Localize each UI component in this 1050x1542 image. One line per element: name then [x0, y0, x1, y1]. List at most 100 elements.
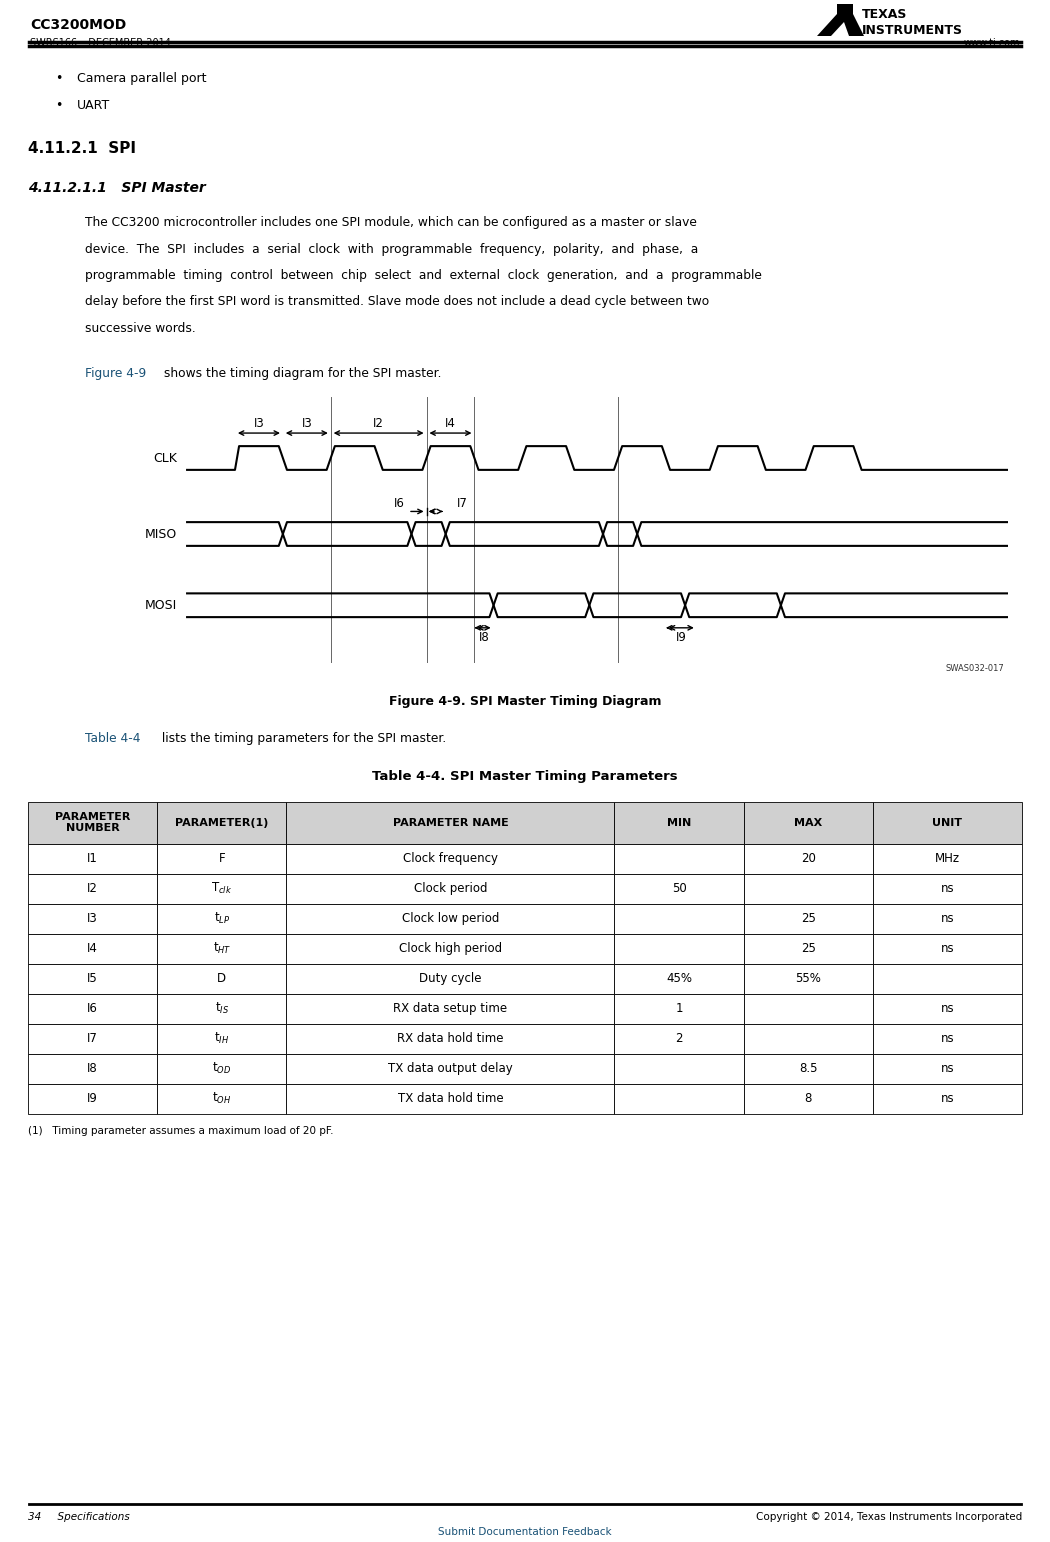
Text: ns: ns	[941, 1062, 954, 1075]
Text: I5: I5	[87, 971, 98, 985]
Text: INSTRUMENTS: INSTRUMENTS	[862, 25, 963, 37]
Text: PARAMETER(1): PARAMETER(1)	[175, 817, 269, 828]
Bar	[158, 993, 287, 1024]
Text: programmable  timing  control  between  chip  select  and  external  clock  gene: programmable timing control between chip…	[85, 268, 762, 282]
Text: TX data output delay: TX data output delay	[388, 1062, 512, 1075]
Text: ns: ns	[941, 911, 954, 925]
Text: 2: 2	[675, 1032, 682, 1045]
Bar	[287, 993, 614, 1024]
Text: Submit Documentation Feedback: Submit Documentation Feedback	[438, 1527, 612, 1537]
Bar	[873, 873, 1022, 904]
Bar	[614, 904, 743, 933]
Text: shows the timing diagram for the SPI master.: shows the timing diagram for the SPI mas…	[160, 367, 441, 379]
Text: I4: I4	[87, 942, 98, 954]
Bar	[158, 843, 287, 873]
Bar	[873, 1084, 1022, 1113]
Text: CLK: CLK	[153, 452, 176, 464]
Text: Clock low period: Clock low period	[402, 911, 499, 925]
Text: Copyright © 2014, Texas Instruments Incorporated: Copyright © 2014, Texas Instruments Inco…	[756, 1513, 1022, 1522]
Bar	[28, 843, 158, 873]
Text: 50: 50	[672, 882, 687, 894]
Bar	[614, 993, 743, 1024]
Bar	[873, 1053, 1022, 1084]
Bar	[743, 802, 873, 843]
Text: 8.5: 8.5	[799, 1062, 818, 1075]
Text: Figure 4-9. SPI Master Timing Diagram: Figure 4-9. SPI Master Timing Diagram	[388, 694, 662, 708]
Polygon shape	[817, 5, 864, 35]
Bar	[614, 802, 743, 843]
Text: successive words.: successive words.	[85, 322, 195, 335]
Text: t$_{LP}$: t$_{LP}$	[214, 911, 230, 927]
Text: CC3200MOD: CC3200MOD	[30, 19, 126, 32]
Text: RX data setup time: RX data setup time	[394, 1002, 507, 1015]
Text: t$_{IH}$: t$_{IH}$	[214, 1032, 229, 1045]
Bar	[873, 802, 1022, 843]
Text: Table 4-4. SPI Master Timing Parameters: Table 4-4. SPI Master Timing Parameters	[372, 769, 678, 782]
Bar	[28, 1084, 158, 1113]
Bar	[287, 1024, 614, 1053]
Text: SWRS166 – DECEMBER 2014: SWRS166 – DECEMBER 2014	[30, 39, 171, 48]
Text: 34     Specifications: 34 Specifications	[28, 1513, 130, 1522]
Text: t$_{IS}$: t$_{IS}$	[215, 1001, 229, 1016]
Text: T$_{clk}$: T$_{clk}$	[211, 880, 232, 896]
Bar	[743, 904, 873, 933]
Text: TEXAS: TEXAS	[862, 8, 907, 22]
Bar	[287, 1053, 614, 1084]
Text: 4.11.2.1.1   SPI Master: 4.11.2.1.1 SPI Master	[28, 180, 206, 194]
Bar	[873, 904, 1022, 933]
Bar	[158, 904, 287, 933]
Text: PARAMETER NAME: PARAMETER NAME	[393, 817, 508, 828]
Bar	[743, 843, 873, 873]
Text: MOSI: MOSI	[145, 598, 176, 612]
Text: I2: I2	[373, 416, 384, 430]
Text: •: •	[55, 99, 62, 113]
Bar	[743, 1084, 873, 1113]
Bar	[614, 964, 743, 993]
Bar	[158, 1084, 287, 1113]
Bar	[287, 904, 614, 933]
Bar	[158, 1024, 287, 1053]
Text: I7: I7	[87, 1032, 98, 1045]
Bar	[743, 1053, 873, 1084]
Bar	[28, 873, 158, 904]
Bar	[28, 1024, 158, 1053]
Bar	[614, 873, 743, 904]
Bar	[873, 843, 1022, 873]
Text: I4: I4	[445, 416, 456, 430]
Text: ns: ns	[941, 1092, 954, 1106]
Text: ns: ns	[941, 1032, 954, 1045]
Bar	[287, 873, 614, 904]
Bar	[287, 802, 614, 843]
Text: The CC3200 microcontroller includes one SPI module, which can be configured as a: The CC3200 microcontroller includes one …	[85, 216, 697, 230]
Text: 55%: 55%	[795, 971, 821, 985]
Text: I6: I6	[87, 1002, 98, 1015]
Bar	[28, 1053, 158, 1084]
Text: lists the timing parameters for the SPI master.: lists the timing parameters for the SPI …	[158, 731, 446, 745]
Bar	[28, 964, 158, 993]
Text: UART: UART	[77, 99, 110, 113]
Bar	[28, 993, 158, 1024]
Text: I9: I9	[87, 1092, 98, 1106]
Text: t$_{OD}$: t$_{OD}$	[212, 1061, 231, 1076]
Text: I9: I9	[676, 631, 687, 645]
Text: ns: ns	[941, 882, 954, 894]
Bar	[873, 933, 1022, 964]
Bar	[873, 993, 1022, 1024]
Text: ns: ns	[941, 942, 954, 954]
Text: t$_{HT}$: t$_{HT}$	[212, 941, 231, 956]
Text: •: •	[55, 72, 62, 85]
Text: MIN: MIN	[667, 817, 691, 828]
Text: Camera parallel port: Camera parallel port	[77, 72, 207, 85]
Bar	[743, 1024, 873, 1053]
Text: I3: I3	[301, 416, 312, 430]
Text: MAX: MAX	[794, 817, 822, 828]
Text: 1: 1	[675, 1002, 682, 1015]
Text: RX data hold time: RX data hold time	[397, 1032, 504, 1045]
Text: I2: I2	[87, 882, 98, 894]
Bar	[873, 964, 1022, 993]
Bar	[158, 1053, 287, 1084]
Bar	[614, 1084, 743, 1113]
Bar	[614, 1024, 743, 1053]
Text: Duty cycle: Duty cycle	[419, 971, 482, 985]
Bar	[28, 933, 158, 964]
